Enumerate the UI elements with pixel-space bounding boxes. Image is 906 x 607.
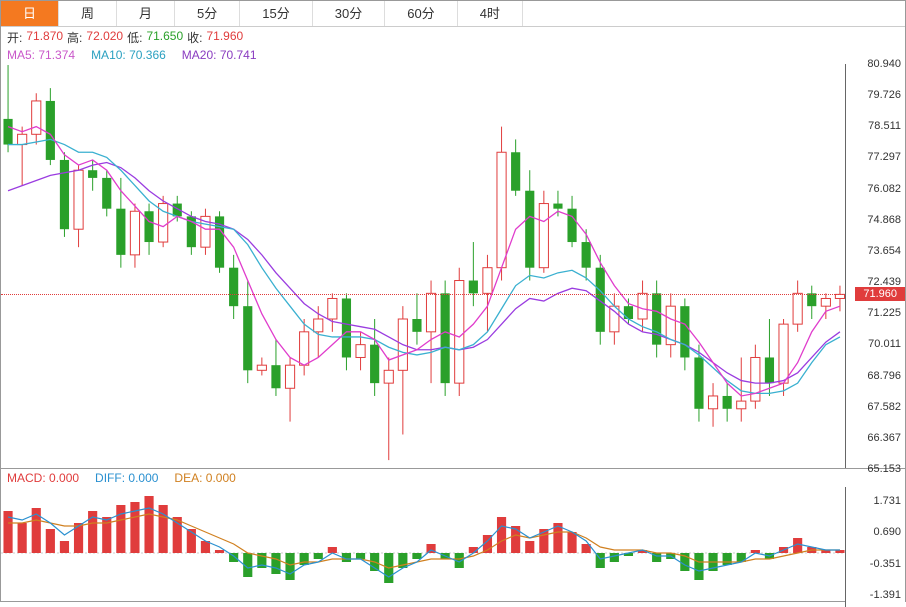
macd-axis-label: -0.351 — [870, 558, 901, 570]
dea-label: DEA: 0.000 — [174, 471, 235, 485]
current-price-tag: 71.960 — [855, 287, 905, 301]
current-price-line — [1, 294, 845, 295]
price-axis-label: 77.297 — [867, 151, 901, 163]
macd-header: MACD: 0.000 DIFF: 0.000 DEA: 0.000 — [1, 469, 905, 487]
macd-axis-label: -1.391 — [870, 589, 901, 601]
price-axis-label: 71.225 — [867, 307, 901, 319]
ma-row: MA5: 71.374 MA10: 70.366 MA20: 70.741 — [1, 48, 905, 64]
high-value: 72.020 — [86, 29, 123, 46]
tab-月[interactable]: 月 — [117, 1, 175, 26]
price-axis-label: 73.654 — [867, 245, 901, 257]
ohlc-row: 开: 71.870 高: 72.020 低: 71.650 收: 71.960 — [1, 27, 905, 48]
price-axis-label: 79.726 — [867, 89, 901, 101]
price-axis-label: 74.868 — [867, 214, 901, 226]
price-axis-label: 76.082 — [867, 183, 901, 195]
tab-5分[interactable]: 5分 — [175, 1, 240, 26]
ma5-label: MA5: 71.374 — [7, 48, 75, 62]
high-label: 高: — [67, 29, 82, 46]
close-label: 收: — [187, 29, 202, 46]
tab-日[interactable]: 日 — [1, 1, 59, 26]
macd-axis-label: 1.731 — [873, 495, 901, 507]
price-axis-label: 80.940 — [867, 58, 901, 70]
open-value: 71.870 — [26, 29, 63, 46]
chart-container: 日周月5分15分30分60分4时 开: 71.870 高: 72.020 低: … — [0, 0, 906, 602]
timeframe-tabs: 日周月5分15分30分60分4时 — [1, 1, 905, 27]
price-axis-label: 78.511 — [868, 120, 901, 132]
candlestick-chart[interactable]: 80.94079.72678.51177.29776.08274.86873.6… — [1, 64, 905, 469]
diff-label: DIFF: 0.000 — [95, 471, 158, 485]
tab-4时[interactable]: 4时 — [458, 1, 523, 26]
tab-周[interactable]: 周 — [59, 1, 117, 26]
price-axis-label: 68.796 — [867, 370, 901, 382]
price-axis-label: 70.011 — [868, 338, 901, 350]
ma10-label: MA10: 70.366 — [91, 48, 166, 62]
price-axis-label: 65.153 — [867, 463, 901, 475]
close-value: 71.960 — [206, 29, 243, 46]
macd-axis: 1.731 0.690 -0.351 -1.391 — [845, 487, 905, 607]
price-axis: 80.94079.72678.51177.29776.08274.86873.6… — [845, 64, 905, 468]
open-label: 开: — [7, 29, 22, 46]
macd-axis-label: 0.690 — [873, 526, 901, 538]
macd-chart[interactable]: 1.731 0.690 -0.351 -1.391 — [1, 487, 905, 607]
low-label: 低: — [127, 29, 142, 46]
chart-plot-area — [1, 64, 845, 468]
macd-label: MACD: 0.000 — [7, 471, 79, 485]
ma20-label: MA20: 70.741 — [182, 48, 257, 62]
low-value: 71.650 — [146, 29, 183, 46]
tab-60分[interactable]: 60分 — [385, 1, 457, 26]
macd-plot-area — [1, 487, 845, 607]
tab-30分[interactable]: 30分 — [313, 1, 385, 26]
tab-15分[interactable]: 15分 — [240, 1, 312, 26]
price-axis-label: 67.582 — [867, 401, 901, 413]
price-axis-label: 72.439 — [867, 276, 901, 288]
price-axis-label: 66.367 — [867, 432, 901, 444]
